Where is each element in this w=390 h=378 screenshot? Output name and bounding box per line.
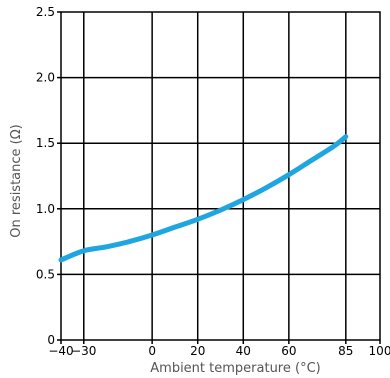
y-tick-label: 1.5 [36, 136, 55, 150]
y-tick-label: 2.0 [36, 71, 55, 85]
y-axis-label: On resistance (Ω) [9, 124, 24, 237]
y-tick-label: 1.0 [36, 202, 55, 216]
vertical-gridlines [60, 12, 381, 344]
horizontal-gridlines [57, 11, 380, 341]
on-resistance-curve [58, 134, 349, 263]
x-tick-label: 85 [338, 344, 353, 358]
y-tick-labels: 0 0.5 1.0 1.5 2.0 2.5 [36, 5, 55, 347]
plot-frame [60, 11, 381, 341]
y-tick-label: 0.5 [36, 267, 55, 281]
x-tick-label: −40 [48, 344, 73, 358]
series-layer [58, 134, 349, 263]
x-tick-label: 20 [190, 344, 205, 358]
y-tick-label: 2.5 [36, 5, 55, 19]
x-tick-label: 40 [236, 344, 251, 358]
x-tick-labels: −40−30 0 20 40 60 85 100 [48, 344, 390, 358]
x-tick-label: −30 [71, 344, 96, 358]
x-axis-label: Ambient temperature (°C) [150, 361, 320, 376]
x-tick-label: 100 [369, 344, 390, 358]
y-tick-label: 0 [47, 333, 55, 347]
x-tick-label: 0 [148, 344, 156, 358]
x-tick-label: 60 [281, 344, 296, 358]
